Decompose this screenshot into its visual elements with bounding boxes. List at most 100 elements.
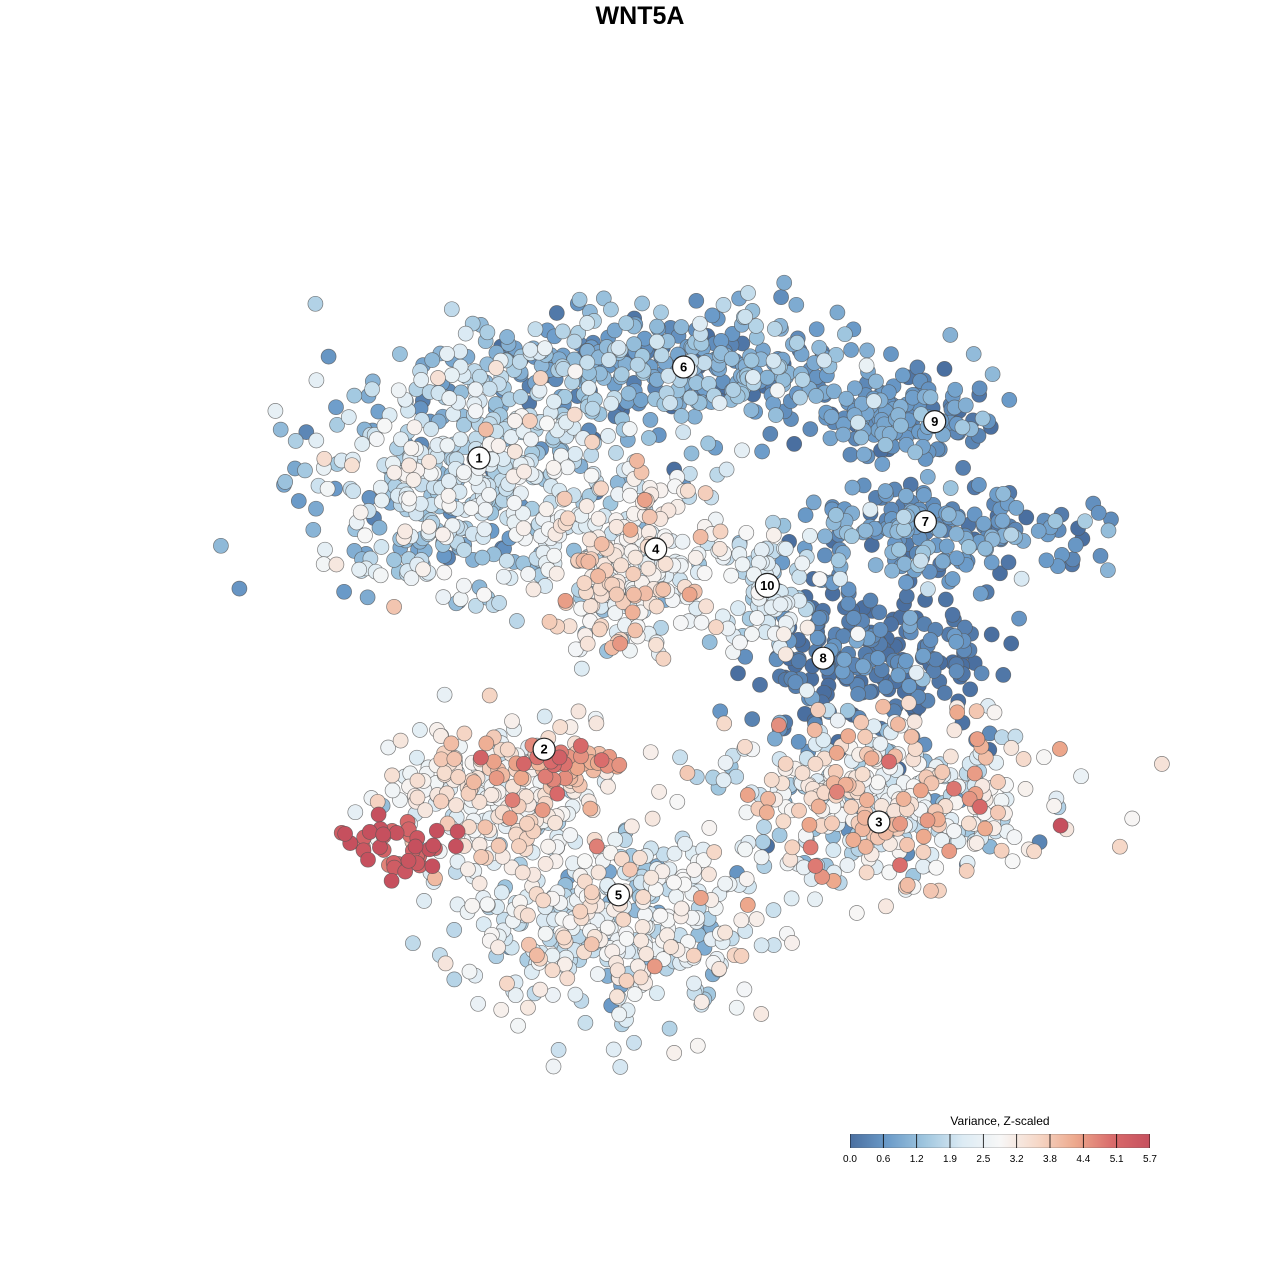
cell-point bbox=[837, 326, 853, 343]
cell-point bbox=[755, 834, 771, 850]
cell-point bbox=[400, 852, 417, 869]
cell-point bbox=[401, 457, 417, 474]
cell-point bbox=[773, 289, 789, 306]
cell-point bbox=[515, 755, 532, 772]
cell-point bbox=[739, 787, 756, 803]
cell-point bbox=[461, 963, 478, 980]
cell-point bbox=[545, 1058, 562, 1075]
cell-point bbox=[466, 774, 482, 790]
cell-point bbox=[406, 419, 423, 436]
cell-point bbox=[900, 695, 917, 711]
cell-point bbox=[627, 549, 644, 566]
cell-point bbox=[478, 735, 495, 752]
cell-point bbox=[801, 816, 818, 833]
cell-point bbox=[336, 583, 352, 600]
cell-point bbox=[417, 802, 434, 819]
cell-point bbox=[573, 660, 590, 677]
cell-point bbox=[572, 903, 589, 920]
cell-point bbox=[583, 936, 600, 953]
cell-point bbox=[899, 877, 916, 893]
cell-point bbox=[675, 424, 692, 441]
cell-point bbox=[610, 339, 627, 356]
cell-point bbox=[947, 381, 964, 398]
cell-point bbox=[593, 480, 609, 497]
cell-point bbox=[715, 297, 732, 313]
cell-point bbox=[316, 450, 333, 467]
cell-point bbox=[435, 589, 452, 605]
cell-point bbox=[436, 686, 453, 703]
cell-point bbox=[392, 732, 409, 749]
cell-point bbox=[638, 946, 655, 962]
cell-point bbox=[776, 626, 792, 643]
color-legend: Variance, Z-scaled 0.0 0.6 1.2 1.9 2.5 3.2 3.8… bbox=[840, 1114, 1160, 1174]
cell-point bbox=[919, 812, 936, 829]
svg-text:10: 10 bbox=[760, 578, 774, 593]
legend-tick-label: 4.4 bbox=[1076, 1154, 1091, 1165]
cell-point bbox=[983, 626, 1000, 643]
cell-point bbox=[614, 851, 630, 867]
cell-point bbox=[618, 315, 635, 332]
cell-point bbox=[559, 459, 576, 476]
cell-point bbox=[915, 828, 932, 845]
cell-point bbox=[640, 560, 657, 577]
cell-point bbox=[934, 832, 950, 848]
cell-point bbox=[607, 831, 624, 848]
cell-point bbox=[467, 403, 484, 420]
cell-point bbox=[560, 510, 576, 527]
cell-point bbox=[562, 827, 579, 843]
cell-point bbox=[871, 604, 888, 621]
cell-point bbox=[483, 787, 500, 803]
cell-point bbox=[823, 408, 840, 425]
cluster-label-3: 3 bbox=[867, 810, 891, 834]
cell-point bbox=[641, 509, 658, 525]
cell-point bbox=[799, 619, 816, 636]
cell-point bbox=[872, 735, 889, 752]
cell-point bbox=[351, 561, 368, 578]
cell-point bbox=[838, 390, 855, 407]
cell-point bbox=[737, 841, 753, 858]
cell-point bbox=[437, 955, 454, 972]
cell-point bbox=[884, 562, 900, 579]
cell-point bbox=[557, 592, 574, 609]
cell-point bbox=[308, 432, 325, 449]
cell-point bbox=[475, 916, 492, 933]
cell-point bbox=[941, 843, 958, 859]
cell-point bbox=[490, 437, 507, 454]
cell-point bbox=[928, 859, 945, 876]
cell-point bbox=[613, 557, 629, 574]
cell-point bbox=[476, 586, 492, 603]
cell-point bbox=[737, 738, 753, 755]
cell-point bbox=[572, 737, 589, 754]
cell-point bbox=[903, 728, 920, 745]
cell-point bbox=[776, 274, 793, 291]
legend-tick-label: 5.1 bbox=[1109, 1154, 1124, 1165]
cell-point bbox=[717, 924, 733, 941]
cell-point bbox=[1003, 740, 1020, 756]
cell-point bbox=[373, 492, 390, 509]
cell-point bbox=[612, 1059, 629, 1075]
cell-point bbox=[898, 588, 915, 605]
cell-point bbox=[716, 715, 733, 732]
cell-point bbox=[840, 595, 857, 612]
cell-point bbox=[392, 346, 408, 362]
cell-point bbox=[877, 679, 894, 696]
cell-point bbox=[993, 842, 1010, 859]
cell-point bbox=[971, 380, 988, 397]
cell-point bbox=[559, 970, 576, 987]
cluster-labels: 1 2 3 4 5 6 7 8 9 10 bbox=[467, 355, 947, 907]
cell-point bbox=[673, 408, 690, 424]
cell-point bbox=[794, 555, 811, 572]
cell-point bbox=[701, 820, 718, 836]
cell-point bbox=[870, 774, 886, 791]
cell-point bbox=[397, 523, 413, 540]
cell-point bbox=[857, 729, 874, 745]
cell-point bbox=[696, 565, 713, 582]
svg-text:6: 6 bbox=[680, 360, 687, 375]
cell-point bbox=[622, 521, 639, 538]
cell-point bbox=[892, 815, 908, 832]
cell-point bbox=[743, 352, 760, 369]
cell-point bbox=[784, 935, 800, 951]
cell-point bbox=[580, 379, 597, 396]
cell-point bbox=[513, 770, 530, 786]
cell-point bbox=[441, 473, 457, 490]
